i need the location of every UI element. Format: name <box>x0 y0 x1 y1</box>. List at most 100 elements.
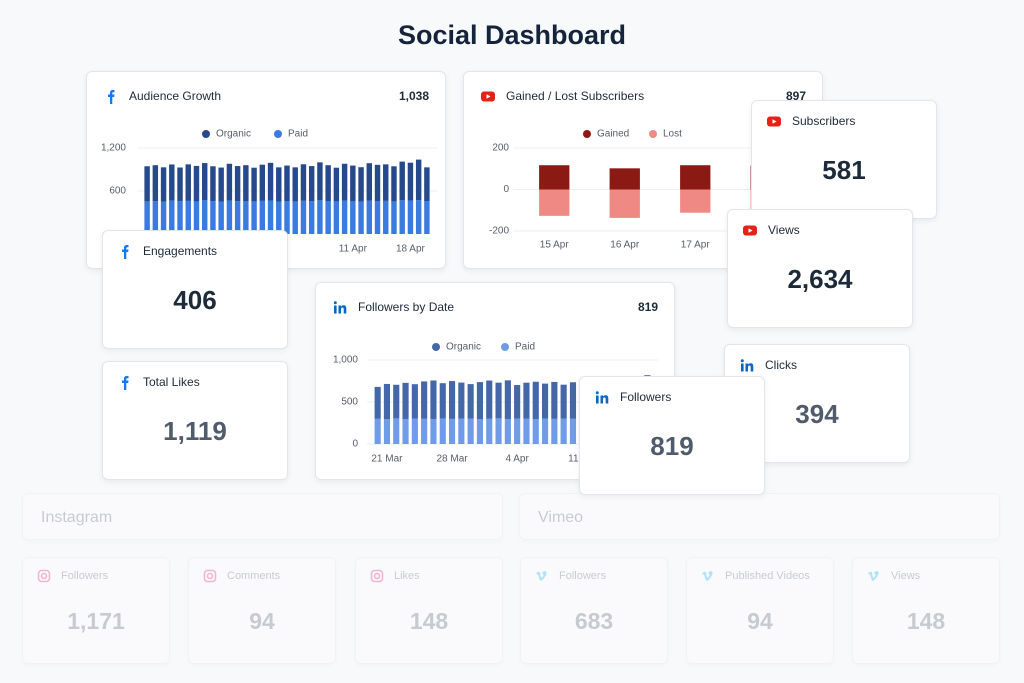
card: Comments 94 <box>188 557 336 664</box>
bar-segment <box>514 385 521 419</box>
card: Instagram <box>22 493 503 540</box>
bar-segment <box>333 167 340 202</box>
section-title: Instagram <box>41 509 113 526</box>
bar-segment <box>421 418 428 444</box>
card-title: Gained / Lost Subscribers <box>506 89 645 103</box>
bar-segment <box>185 164 191 201</box>
legend-label: Paid <box>515 342 535 353</box>
platform-icon <box>741 363 744 372</box>
bar-segment <box>267 200 274 234</box>
bar-segment <box>532 419 539 444</box>
bar <box>609 168 640 190</box>
platform-icon <box>370 569 384 583</box>
platform-icon <box>596 395 599 404</box>
bar-segment <box>448 381 456 419</box>
bar-segment <box>476 419 484 444</box>
bar-segment <box>411 418 418 444</box>
bar-segment <box>308 166 315 202</box>
bar-segment <box>551 381 558 419</box>
kpi-value: 581 <box>822 155 866 185</box>
card: Views 2,634 <box>727 209 913 328</box>
bar-segment <box>439 418 446 444</box>
platform-icon <box>122 376 129 390</box>
bar-segment <box>218 167 224 202</box>
bar-segment <box>193 201 200 234</box>
card-value: 1,038 <box>398 89 429 103</box>
metric-value: 148 <box>409 608 449 634</box>
bar-segment <box>424 201 430 234</box>
platform-icon <box>772 119 777 124</box>
bar-segment <box>421 381 428 419</box>
x-tick-label: 17 Apr <box>681 240 711 251</box>
bar-segment <box>358 167 364 202</box>
platform-icon <box>203 569 217 583</box>
platform-icon <box>203 569 217 583</box>
card: Total Likes 1,119 <box>102 361 288 480</box>
bar-segment <box>276 167 282 202</box>
bar-segment <box>185 200 191 234</box>
platform-icon <box>595 391 609 404</box>
bar-segment <box>504 380 511 419</box>
x-tick-label: 15 Apr <box>540 240 570 251</box>
x-tick-label: 21 Mar <box>371 454 403 465</box>
bar-segment <box>308 201 315 234</box>
bar-segment <box>366 163 373 201</box>
kpi-title: Followers <box>620 390 672 404</box>
bar-segment <box>366 200 373 234</box>
bar-segment <box>383 419 391 444</box>
legend-swatch <box>649 130 657 138</box>
bar-segment <box>458 382 465 419</box>
bar-segment <box>439 383 446 419</box>
platform-icon <box>122 376 129 390</box>
y-tick-label: 0 <box>352 439 358 450</box>
metric-title: Comments <box>227 570 281 582</box>
bar-segment <box>350 201 356 234</box>
bar-segment <box>152 165 159 202</box>
bar-segment <box>541 383 549 419</box>
platform-icon <box>740 359 744 363</box>
bar-segment <box>201 200 208 234</box>
bar-segment <box>458 418 465 444</box>
page-title: Social Dashboard <box>397 20 627 50</box>
platform-icon <box>40 572 48 580</box>
bar-segment <box>201 163 208 201</box>
bar-segment <box>284 201 290 234</box>
bar-segment <box>243 201 249 234</box>
y-tick-label: 0 <box>503 184 509 195</box>
bar-segment <box>391 201 397 234</box>
bar-segment <box>177 201 183 234</box>
legend-swatch <box>274 130 282 138</box>
bar-segment <box>374 201 381 234</box>
bar-segment <box>411 384 418 419</box>
bar-segment <box>300 200 307 234</box>
bar-segment <box>407 162 414 201</box>
bar <box>609 189 640 218</box>
bar-segment <box>532 381 539 420</box>
platform-icon <box>122 245 129 259</box>
bar-segment <box>152 201 159 234</box>
bar-segment <box>160 201 167 234</box>
kpi-title: Subscribers <box>792 114 856 128</box>
card-title: Audience Growth <box>129 89 222 103</box>
bar-segment <box>358 201 364 234</box>
bar-segment <box>467 384 474 419</box>
platform-icon <box>702 571 713 581</box>
y-tick-label: 500 <box>341 397 358 408</box>
y-tick-label: 200 <box>492 143 509 154</box>
bar-segment <box>393 384 400 419</box>
bar-segment <box>486 418 493 444</box>
platform-icon <box>206 572 214 580</box>
bar-segment <box>393 418 400 444</box>
bar-segment <box>300 164 307 201</box>
bar-segment <box>569 382 577 419</box>
bar-segment <box>383 383 391 420</box>
metric-title: Views <box>891 570 921 582</box>
x-tick-label: 18 Apr <box>396 244 426 255</box>
platform-icon <box>37 569 51 583</box>
y-tick-label: -200 <box>489 226 509 237</box>
metric-value: 94 <box>249 608 275 634</box>
bar-segment <box>551 418 558 444</box>
bar-segment <box>569 418 577 444</box>
platform-icon <box>595 391 599 395</box>
